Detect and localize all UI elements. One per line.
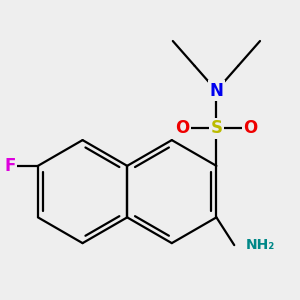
Text: N: N — [209, 82, 224, 100]
Text: O: O — [243, 119, 257, 137]
Text: F: F — [4, 157, 16, 175]
Text: S: S — [210, 119, 222, 137]
Text: O: O — [176, 119, 190, 137]
Text: NH₂: NH₂ — [246, 238, 275, 252]
